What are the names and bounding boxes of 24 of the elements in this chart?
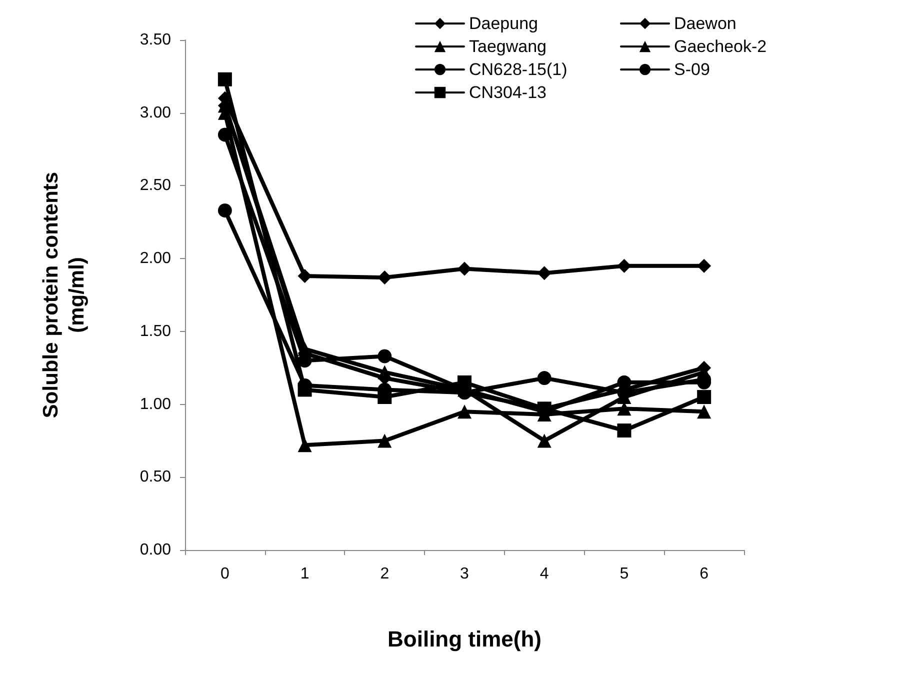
legend-label: Daewon <box>674 14 736 33</box>
x-tick-label: 4 <box>540 566 549 582</box>
y-tick-label: 0.00 <box>140 542 172 558</box>
x-tick-label: 1 <box>300 566 310 582</box>
y-axis-title: Soluble protein contents (mg/ml) <box>40 172 88 418</box>
x-tick-label: 5 <box>620 566 629 582</box>
legend-label: CN304-13 <box>469 83 546 102</box>
y-tick-label: 2.00 <box>140 250 172 268</box>
legend-label: CN628-15(1) <box>469 60 568 79</box>
x-axis-title: Boiling time(h) <box>388 626 542 652</box>
y-tick-label: 3.50 <box>140 32 172 48</box>
x-tick-label: 2 <box>380 566 390 582</box>
legend-label: Taegwang <box>469 37 547 56</box>
legend-label: S-09 <box>674 60 710 79</box>
y-tick-label: 1.50 <box>140 322 172 340</box>
legend-label: Daepung <box>469 14 538 33</box>
y-tick-label: 2.50 <box>140 177 172 194</box>
x-tick-label: 6 <box>700 566 709 582</box>
y-tick-label: 3.00 <box>140 104 172 122</box>
legend-label: Gaecheok-2 <box>674 37 767 56</box>
x-tick-label: 3 <box>460 566 470 582</box>
y-tick-label: 1.00 <box>140 396 172 413</box>
y-tick-label: 0.50 <box>140 468 172 486</box>
x-tick-label: 0 <box>220 566 230 582</box>
